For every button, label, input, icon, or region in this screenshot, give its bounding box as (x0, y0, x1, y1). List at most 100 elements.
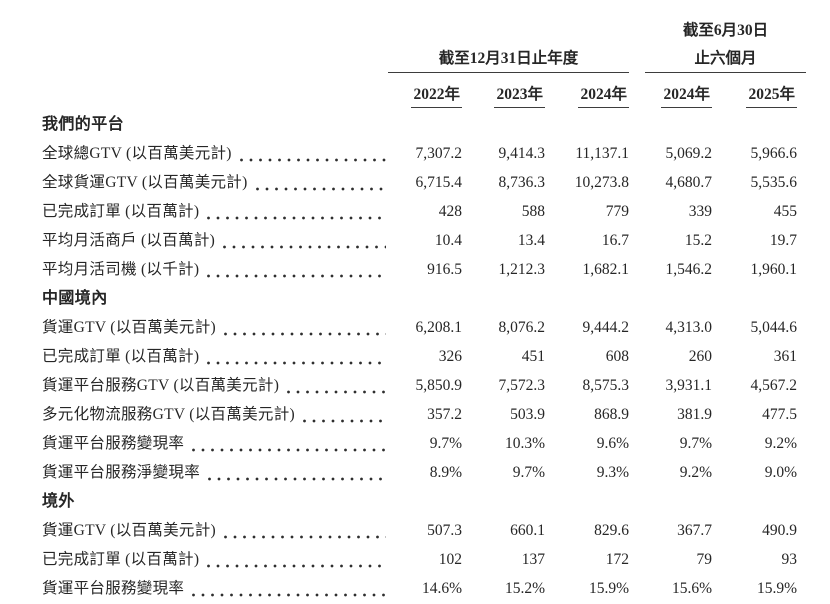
row-label: 已完成訂單 (以百萬計) (42, 203, 200, 220)
row-label: 已完成訂單 (以百萬計) (42, 348, 200, 365)
table-row: 貨運平台服務GTV (以百萬美元計) 5,850.9 7,572.3 8,575.3 3… (42, 371, 798, 400)
value-cell: 9.7% (679, 435, 712, 452)
value-cell: 6,208.1 (415, 319, 463, 336)
table-row: 已完成訂單 (以百萬計) 326 451 608 260 361 (42, 342, 798, 371)
year-label-2024: 2024年 (578, 82, 629, 108)
operating-metrics-table: 截至6月30日 截至12月31日止年度 止六個月 2022年 2023年 202… (42, 0, 806, 603)
value-cell: 357.2 (427, 406, 462, 423)
table-row: 全球貨運GTV (以百萬美元計) 6,715.4 8,736.3 10,273.8 4,… (42, 168, 798, 197)
value-cell: 9,444.2 (582, 319, 630, 336)
value-cell: 1,546.2 (665, 261, 713, 278)
section-title: 我們的平台 (42, 116, 125, 133)
dot-leader (239, 158, 386, 162)
value-cell: 503.9 (510, 406, 545, 423)
row-label: 全球貨運GTV (以百萬美元計) (42, 174, 248, 191)
value-cell: 608 (605, 348, 629, 365)
table-body: 我們的平台 全球總GTV (以百萬美元計) 7,307.2 9,414.3 11,137… (42, 110, 798, 603)
table-row: 全球總GTV (以百萬美元計) 7,307.2 9,414.3 11,137.1 5,0… (42, 139, 798, 168)
value-cell: 137 (521, 551, 545, 568)
row-label: 貨運平台服務變現率 (42, 580, 185, 597)
value-cell: 6,715.4 (415, 174, 463, 191)
table-row: 貨運GTV (以百萬美元計) 507.3 660.1 829.6 367.7 490.9 (42, 516, 798, 545)
section-header-row: 中國境內 (42, 284, 798, 313)
value-cell: 455 (773, 203, 797, 220)
dot-leader (223, 535, 386, 539)
row-label-cell: 貨運GTV (以百萬美元計) (42, 313, 388, 342)
table-row: 貨運GTV (以百萬美元計) 6,208.1 8,076.2 9,444.2 4,313… (42, 313, 798, 342)
row-label: 貨運GTV (以百萬美元計) (42, 522, 216, 539)
value-cell: 326 (438, 348, 462, 365)
value-cell: 79 (696, 551, 713, 568)
dot-leader (207, 216, 386, 220)
dot-leader (208, 477, 386, 481)
row-label-cell: 已完成訂單 (以百萬計) (42, 342, 388, 371)
row-label-cell: 貨運平台服務淨變現率 (42, 458, 388, 487)
row-label-cell: 貨運GTV (以百萬美元計) (42, 516, 388, 545)
value-cell: 19.7 (769, 232, 797, 249)
value-cell: 11,137.1 (575, 145, 629, 162)
value-cell: 172 (605, 551, 629, 568)
row-label-cell: 貨運平台服務GTV (以百萬美元計) (42, 371, 388, 400)
value-cell: 102 (438, 551, 462, 568)
dot-leader (192, 448, 386, 452)
dot-leader (207, 274, 386, 278)
year-label-2023: 2023年 (494, 82, 545, 108)
value-cell: 10,273.8 (574, 174, 629, 191)
dot-leader (287, 390, 386, 394)
value-cell: 381.9 (677, 406, 712, 423)
value-cell: 93 (781, 551, 798, 568)
value-cell: 5,069.2 (665, 145, 713, 162)
row-label: 貨運平台服務變現率 (42, 435, 185, 452)
value-cell: 9.2% (764, 435, 797, 452)
dot-leader (192, 593, 386, 597)
value-cell: 8,736.3 (498, 174, 546, 191)
value-cell: 8,575.3 (582, 377, 630, 394)
table-row: 平均月活司機 (以千計) 916.5 1,212.3 1,682.1 1,546.2 1,… (42, 255, 798, 284)
value-cell: 868.9 (594, 406, 629, 423)
value-cell: 916.5 (427, 261, 462, 278)
row-label: 全球總GTV (以百萬美元計) (42, 145, 232, 162)
section-title: 中國境內 (42, 290, 108, 307)
value-cell: 5,850.9 (415, 377, 463, 394)
column-group-six-months-title-line1: 截至6月30日 (682, 22, 769, 39)
value-cell: 1,960.1 (750, 261, 798, 278)
value-cell: 451 (521, 348, 545, 365)
value-cell: 428 (438, 203, 462, 220)
section-header-row: 境外 (42, 487, 798, 516)
value-cell: 4,313.0 (665, 319, 713, 336)
row-label-cell: 全球總GTV (以百萬美元計) (42, 139, 388, 168)
dot-leader (223, 332, 386, 336)
value-cell: 5,044.6 (750, 319, 798, 336)
year-label-2024-h1: 2024年 (661, 82, 712, 108)
value-cell: 490.9 (762, 522, 797, 539)
value-cell: 779 (605, 203, 629, 220)
value-cell: 9,414.3 (498, 145, 546, 162)
value-cell: 9.7% (512, 464, 545, 481)
value-cell: 5,966.6 (750, 145, 798, 162)
value-cell: 1,212.3 (498, 261, 546, 278)
value-cell: 7,572.3 (498, 377, 546, 394)
table-row: 貨運平台服務變現率 9.7% 10.3% 9.6% 9.7% 9.2% (42, 429, 798, 458)
row-label-cell: 已完成訂單 (以百萬計) (42, 545, 388, 574)
table-row: 貨運平台服務淨變現率 8.9% 9.7% 9.3% 9.2% 9.0% (42, 458, 798, 487)
row-label-cell: 全球貨運GTV (以百萬美元計) (42, 168, 388, 197)
value-cell: 9.7% (429, 435, 462, 452)
value-cell: 339 (688, 203, 712, 220)
year-column-header: 2022年 (388, 82, 462, 110)
value-cell: 5,535.6 (750, 174, 798, 191)
column-group-year-ended-dec31-title: 截至12月31日止年度 (388, 46, 629, 73)
value-cell: 260 (688, 348, 712, 365)
value-cell: 4,567.2 (750, 377, 798, 394)
value-cell: 15.9% (756, 580, 797, 597)
section-title: 境外 (42, 493, 75, 510)
value-cell: 367.7 (677, 522, 712, 539)
value-cell: 829.6 (594, 522, 629, 539)
value-cell: 361 (773, 348, 797, 365)
value-cell: 3,931.1 (665, 377, 713, 394)
row-label-cell: 多元化物流服務GTV (以百萬美元計) (42, 400, 388, 429)
row-label: 貨運GTV (以百萬美元計) (42, 319, 216, 336)
value-cell: 588 (521, 203, 545, 220)
value-cell: 10.3% (504, 435, 545, 452)
dot-leader (255, 187, 386, 191)
